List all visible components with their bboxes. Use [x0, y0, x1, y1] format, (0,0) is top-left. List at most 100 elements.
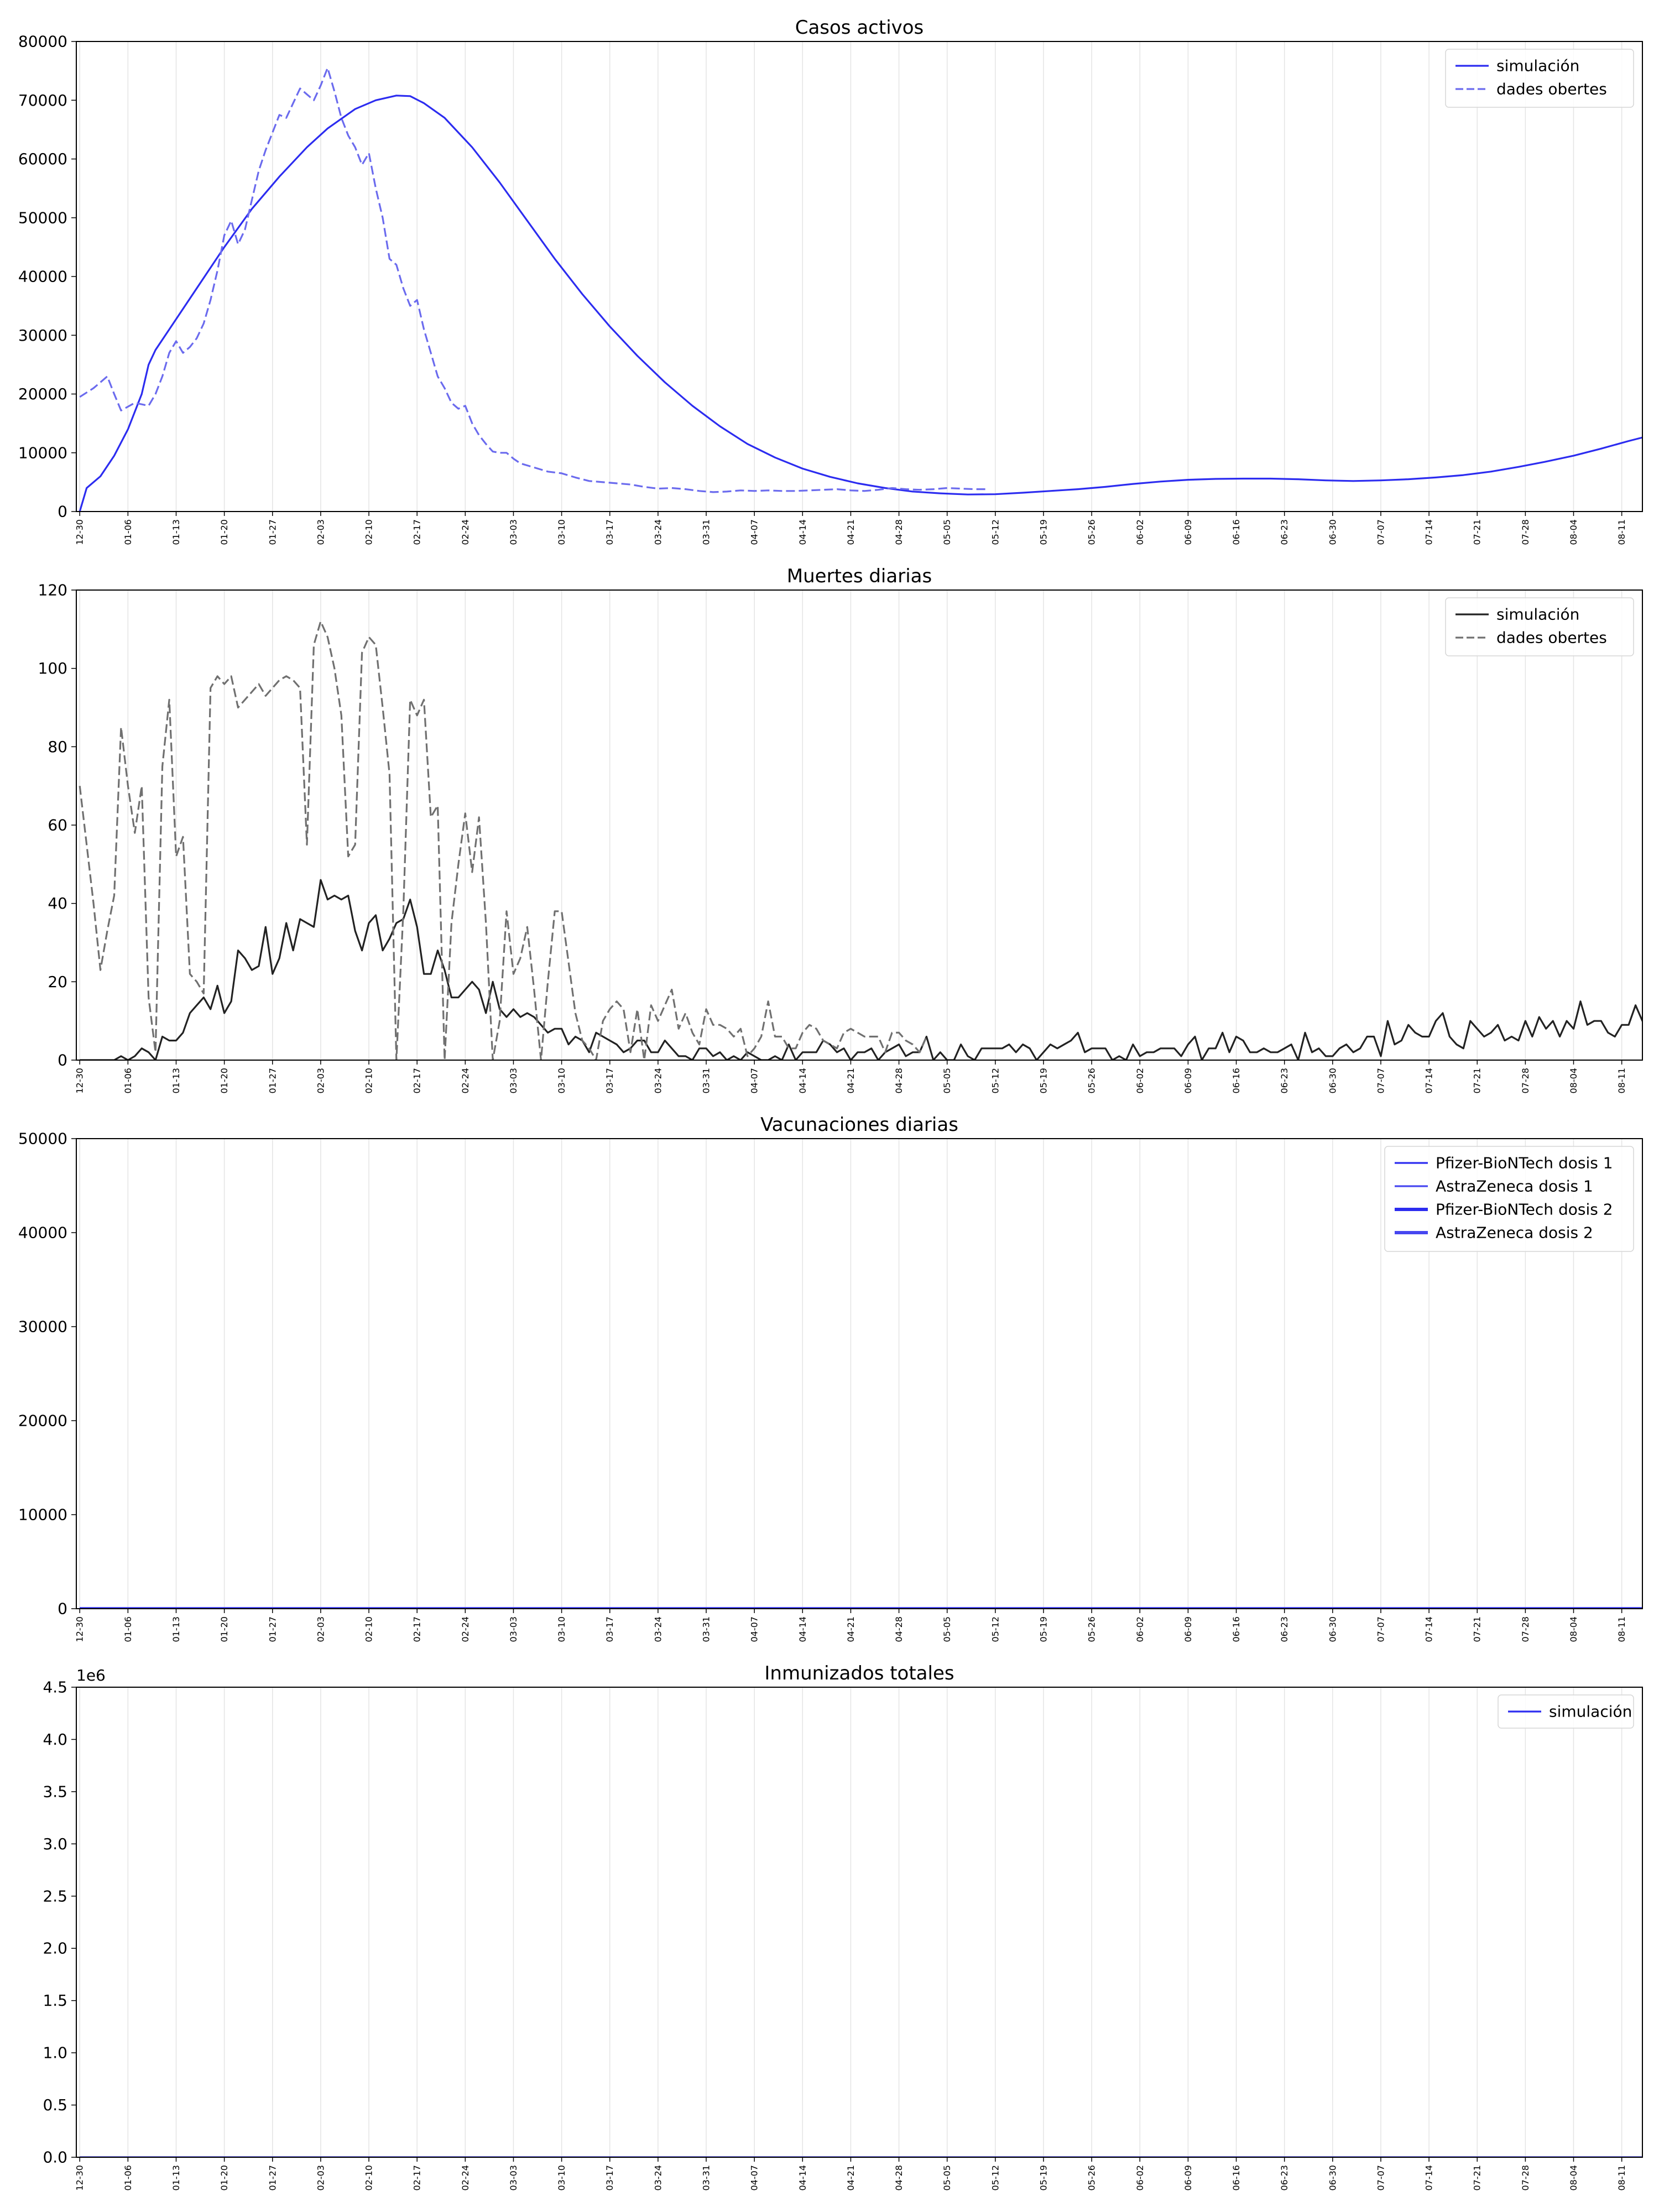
x-tick-label: 04-14: [797, 1068, 808, 1094]
y-tick-label: 80000: [18, 33, 67, 51]
y-tick-label: 80: [48, 738, 67, 756]
x-tick-label: 02-17: [412, 519, 422, 545]
y-tick-label: 20000: [18, 385, 67, 403]
x-tick-label: 03-03: [508, 519, 519, 545]
x-tick-label: 06-09: [1183, 519, 1193, 545]
x-tick-label: 02-03: [315, 1068, 326, 1094]
x-tick-label: 05-12: [990, 519, 1000, 545]
x-tick-label: 06-02: [1135, 2165, 1145, 2191]
x-tick-label: 08-11: [1616, 1616, 1627, 1642]
x-tick-label: 06-09: [1183, 1068, 1193, 1094]
series-group: [79, 620, 1642, 1060]
x-tick-label: 02-24: [460, 1616, 471, 1642]
legend-label: simulación: [1549, 1703, 1632, 1721]
y-tick-label: 30000: [18, 326, 67, 345]
legend-box: [1445, 49, 1634, 108]
x-tick-label: 01-13: [171, 519, 181, 545]
chart-title: Muertes diarias: [787, 565, 932, 587]
x-tick-label: 07-28: [1520, 1068, 1531, 1094]
series-group: [79, 67, 1642, 512]
x-tick-label: 07-21: [1472, 519, 1483, 545]
chart-panel-2: 12-30 01-06 01-13 01-20 01-27 02-03 02-10 02-17…: [18, 1114, 1643, 1642]
x-tick-label: 05-05: [942, 519, 952, 545]
x-tick-label: 06-30: [1327, 519, 1338, 545]
x-tick-label: 04-07: [749, 1068, 760, 1094]
x-tick-label: 07-07: [1375, 519, 1386, 545]
x-tick-label: 06-02: [1135, 1068, 1145, 1094]
chart-panel-0: 12-30 01-06 01-13 01-20 01-27 02-03 02-10 02-17…: [18, 17, 1643, 545]
x-tick-label: 04-14: [797, 1616, 808, 1642]
y-tick-label: 0.0: [43, 2148, 67, 2167]
x-tick-label: 01-13: [171, 2165, 181, 2191]
x-tick-label: 04-14: [797, 2165, 808, 2191]
x-tick-label: 05-26: [1087, 2165, 1097, 2191]
legend: Pfizer-BioNTech dosis 1 AstraZeneca dosis…: [1384, 1146, 1634, 1252]
x-tick-label: 03-03: [508, 2165, 519, 2191]
x-tick-label: 01-20: [219, 2165, 229, 2191]
x-tick-label: 06-16: [1231, 1068, 1241, 1094]
x-tick-label: 04-21: [846, 519, 856, 545]
x-tick-label: 04-28: [894, 2165, 904, 2191]
y-tick-label: 1.0: [43, 2044, 67, 2062]
legend: simulación: [1498, 1694, 1634, 1729]
x-tick-label: 07-07: [1375, 1616, 1386, 1642]
x-tick-label: 06-23: [1279, 1068, 1290, 1094]
x-tick-label: 08-11: [1616, 2165, 1627, 2191]
legend-label: dades obertes: [1496, 629, 1607, 647]
x-tick-label: 06-23: [1279, 1616, 1290, 1642]
legend-label: dades obertes: [1496, 80, 1607, 98]
x-tick-label: 02-10: [364, 519, 374, 545]
x-tick-label: 02-17: [412, 1068, 422, 1094]
series-line-1: [79, 620, 927, 1060]
x-tick-label: 01-13: [171, 1068, 181, 1094]
x-tick-label: 04-21: [846, 1068, 856, 1094]
x-tick-label: 02-10: [364, 1616, 374, 1642]
x-tick-label: 08-11: [1616, 1068, 1627, 1094]
x-tick-label: 05-12: [990, 2165, 1000, 2191]
x-tick-label: 06-16: [1231, 519, 1241, 545]
x-tick-label: 08-04: [1568, 1068, 1579, 1094]
x-tick-label: 01-06: [123, 2165, 133, 2191]
x-tick-label: 06-23: [1279, 519, 1290, 545]
x-tick-label: 03-17: [604, 1616, 615, 1642]
y-tick-label: 100: [38, 659, 67, 677]
x-tick-label: 04-07: [749, 519, 760, 545]
x-tick-label: 03-31: [701, 1616, 712, 1642]
x-tick-label: 01-27: [267, 2165, 278, 2191]
x-tick-label: 02-03: [315, 1616, 326, 1642]
x-tick-label: 03-31: [701, 519, 712, 545]
plot-frame: [76, 41, 1643, 512]
chart-title: Casos activos: [795, 17, 924, 39]
y-tick-label: 4.5: [43, 1678, 67, 1697]
x-tick-label: 03-17: [604, 519, 615, 545]
x-tick-label: 07-07: [1375, 2165, 1386, 2191]
x-tick-label: 01-27: [267, 1616, 278, 1642]
x-tick-label: 03-24: [653, 1068, 663, 1094]
y-tick-label: 40: [48, 894, 67, 912]
chart-title: Inmunizados totales: [764, 1662, 954, 1684]
x-tick-label: 06-09: [1183, 1616, 1193, 1642]
legend-label: Pfizer-BioNTech dosis 2: [1436, 1201, 1613, 1219]
x-tick-label: 07-14: [1424, 2165, 1434, 2191]
x-tick-label: 04-28: [894, 1616, 904, 1642]
x-tick-label: 02-24: [460, 519, 471, 545]
x-tick-label: 03-17: [604, 1068, 615, 1094]
x-tick-label: 04-14: [797, 519, 808, 545]
y-tick-label: 2.0: [43, 1939, 67, 1958]
x-tick-label: 05-19: [1038, 519, 1048, 545]
y-tick-label: 4.0: [43, 1730, 67, 1749]
y-tick-label: 1.5: [43, 1991, 67, 2010]
y-tick-label: 3.0: [43, 1835, 67, 1853]
x-tick-label: 08-04: [1568, 519, 1579, 545]
y-tick-label: 20000: [18, 1412, 67, 1430]
legend-box: [1498, 1694, 1634, 1729]
x-tick-label: 03-03: [508, 1616, 519, 1642]
plot-frame: [76, 1687, 1643, 2158]
y-tick-label: 0: [58, 1051, 67, 1070]
x-tick-label: 03-10: [556, 519, 567, 545]
x-tick-label: 01-20: [219, 1616, 229, 1642]
x-tick-label: 06-30: [1327, 2165, 1338, 2191]
x-tick-label: 05-26: [1087, 1616, 1097, 1642]
legend: simulación dades obertes: [1445, 597, 1634, 656]
x-tick-label: 03-17: [604, 2165, 615, 2191]
